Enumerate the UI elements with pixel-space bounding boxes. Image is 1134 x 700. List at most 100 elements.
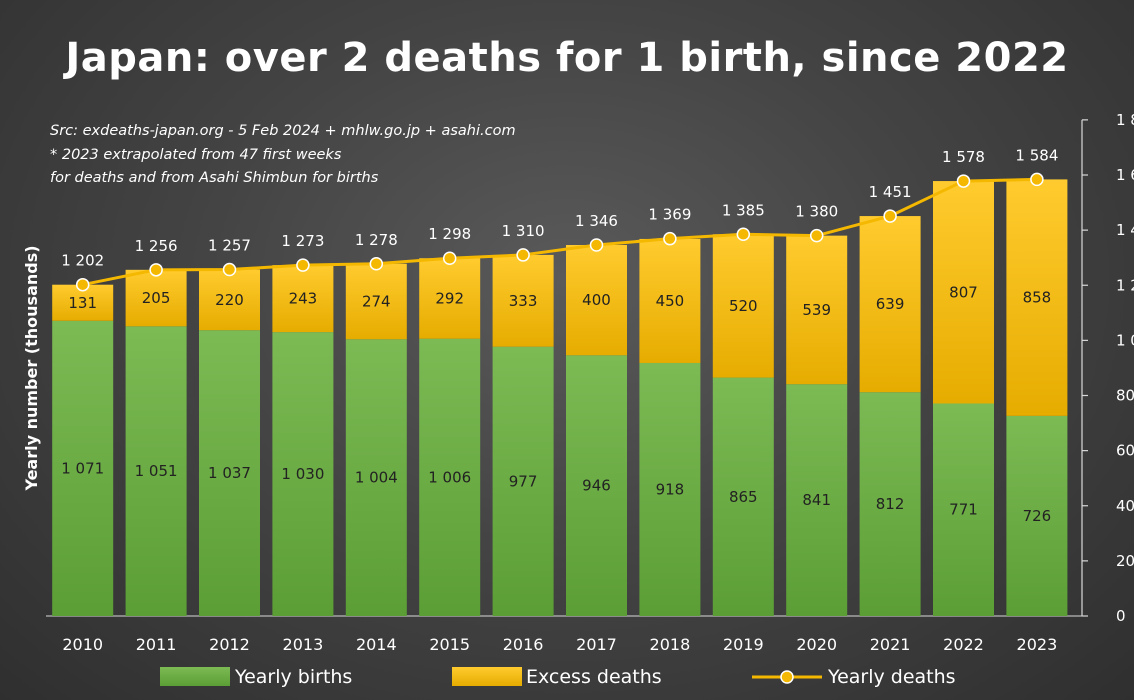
x-tick-label: 2020 — [796, 635, 837, 654]
bar-excess-deaths — [859, 216, 921, 393]
bar-excess-deaths — [492, 254, 554, 347]
point-yearly-deaths — [1030, 172, 1044, 187]
x-tick-label: 2017 — [576, 635, 617, 654]
data-label-births: 1 004 — [355, 469, 398, 487]
data-label-excess: 205 — [142, 289, 171, 307]
data-label-births: 1 051 — [135, 462, 178, 480]
data-label-excess: 639 — [876, 295, 905, 313]
y-tick-label: 1 200 — [1116, 276, 1134, 294]
source-line-2: * 2023 extrapolated from 47 first weeks — [50, 147, 342, 163]
x-tick-label: 2010 — [62, 635, 103, 654]
y-tick-label: 600 — [1116, 442, 1134, 460]
y-tick-label: 400 — [1116, 497, 1134, 515]
bar-excess-deaths — [566, 245, 627, 356]
data-label-excess: 400 — [582, 291, 611, 309]
bar-births — [639, 362, 701, 616]
data-label-births: 726 — [1023, 507, 1052, 525]
bar-excess-deaths — [712, 234, 774, 378]
data-label-excess: 520 — [729, 297, 758, 315]
bar-births — [1006, 415, 1068, 616]
data-label-births: 1 071 — [61, 459, 104, 477]
data-label-births: 1 006 — [428, 468, 471, 486]
data-label-excess: 858 — [1023, 289, 1052, 307]
data-label-deaths: 1 273 — [281, 232, 324, 250]
bar-births — [492, 346, 554, 616]
source-line-1: Src: exdeaths-japan.org - 5 Feb 2024 + m… — [50, 123, 516, 139]
legend-label-deaths: Yearly deaths — [827, 666, 956, 688]
data-label-births: 841 — [802, 491, 831, 509]
data-label-births: 946 — [582, 477, 611, 495]
x-tick-label: 2012 — [209, 635, 250, 654]
data-label-excess: 274 — [362, 293, 391, 311]
data-label-deaths: 1 202 — [61, 252, 104, 270]
data-label-deaths: 1 278 — [355, 231, 398, 249]
x-tick-label: 2019 — [723, 635, 764, 654]
point-yearly-deaths — [956, 174, 971, 188]
point-yearly-deaths — [809, 228, 824, 243]
bar-births — [419, 338, 481, 616]
point-yearly-deaths — [589, 238, 604, 252]
x-tick-label: 2016 — [503, 635, 544, 654]
chart-title: Japan: over 2 deaths for 1 birth, since … — [62, 35, 1068, 81]
data-label-deaths: 1 369 — [648, 206, 691, 224]
legend-label-excess: Excess deaths — [526, 666, 662, 688]
line-yearly-deaths — [82, 177, 1037, 287]
bar-excess-deaths — [125, 269, 187, 327]
y-tick-label: 1 600 — [1116, 166, 1134, 184]
bar-excess-deaths — [345, 263, 407, 340]
bar-births — [786, 384, 848, 616]
data-label-deaths: 1 385 — [722, 201, 765, 219]
x-tick-label: 2011 — [136, 635, 177, 654]
x-tick-label: 2013 — [283, 635, 324, 654]
bar-excess-deaths — [272, 265, 334, 333]
data-label-excess: 807 — [949, 283, 978, 301]
data-label-births: 977 — [509, 472, 538, 490]
point-yearly-deaths — [516, 248, 530, 262]
data-label-excess: 539 — [802, 301, 831, 319]
y-tick-label: 800 — [1116, 387, 1134, 405]
data-label-deaths: 1 256 — [135, 237, 178, 255]
source-line-3: for deaths and from Asahi Shimbun for bi… — [50, 170, 379, 186]
point-yearly-deaths — [663, 231, 677, 246]
point-yearly-deaths — [883, 209, 897, 223]
legend-marker-deaths — [780, 670, 794, 684]
point-yearly-deaths — [296, 258, 310, 272]
x-tick-label: 2014 — [356, 635, 397, 654]
bar-births — [712, 377, 774, 616]
point-yearly-deaths — [75, 277, 90, 292]
data-label-excess: 450 — [656, 292, 685, 310]
data-label-excess: 131 — [68, 294, 97, 312]
data-label-excess: 292 — [435, 289, 464, 307]
x-tick-label: 2021 — [870, 635, 911, 654]
data-label-deaths: 1 578 — [942, 148, 985, 166]
x-tick-label: 2022 — [943, 635, 984, 654]
bar-excess-deaths — [1006, 179, 1068, 416]
bar-births — [345, 339, 407, 616]
point-yearly-deaths — [442, 251, 457, 265]
x-tick-label: 2015 — [429, 635, 470, 654]
data-label-deaths: 1 310 — [502, 222, 545, 240]
data-label-excess: 333 — [509, 292, 538, 310]
y-tick-label: 0 — [1116, 607, 1126, 625]
point-yearly-deaths — [736, 227, 751, 242]
bar-births — [125, 326, 187, 616]
data-label-deaths: 1 451 — [869, 183, 912, 201]
y-tick-label: 1 800 — [1116, 111, 1134, 129]
point-yearly-deaths — [222, 262, 237, 277]
bar-births — [859, 392, 921, 616]
legend: Yearly births Excess deaths Yearly deaths — [160, 666, 956, 688]
bar-births — [933, 403, 994, 616]
data-label-births: 865 — [729, 488, 758, 506]
x-tick-label: 2018 — [650, 635, 691, 654]
bar-births — [566, 355, 627, 616]
data-label-births: 771 — [949, 501, 978, 519]
legend-swatch-births — [160, 667, 230, 686]
y-tick-label: 200 — [1116, 552, 1134, 570]
x-tick-label: 2023 — [1017, 635, 1058, 654]
data-label-births: 1 030 — [281, 465, 324, 483]
data-label-deaths: 1 584 — [1015, 146, 1058, 164]
bar-births — [199, 330, 260, 616]
data-label-deaths: 1 298 — [428, 225, 471, 243]
source-note: Src: exdeaths-japan.org - 5 Feb 2024 + m… — [50, 123, 516, 186]
